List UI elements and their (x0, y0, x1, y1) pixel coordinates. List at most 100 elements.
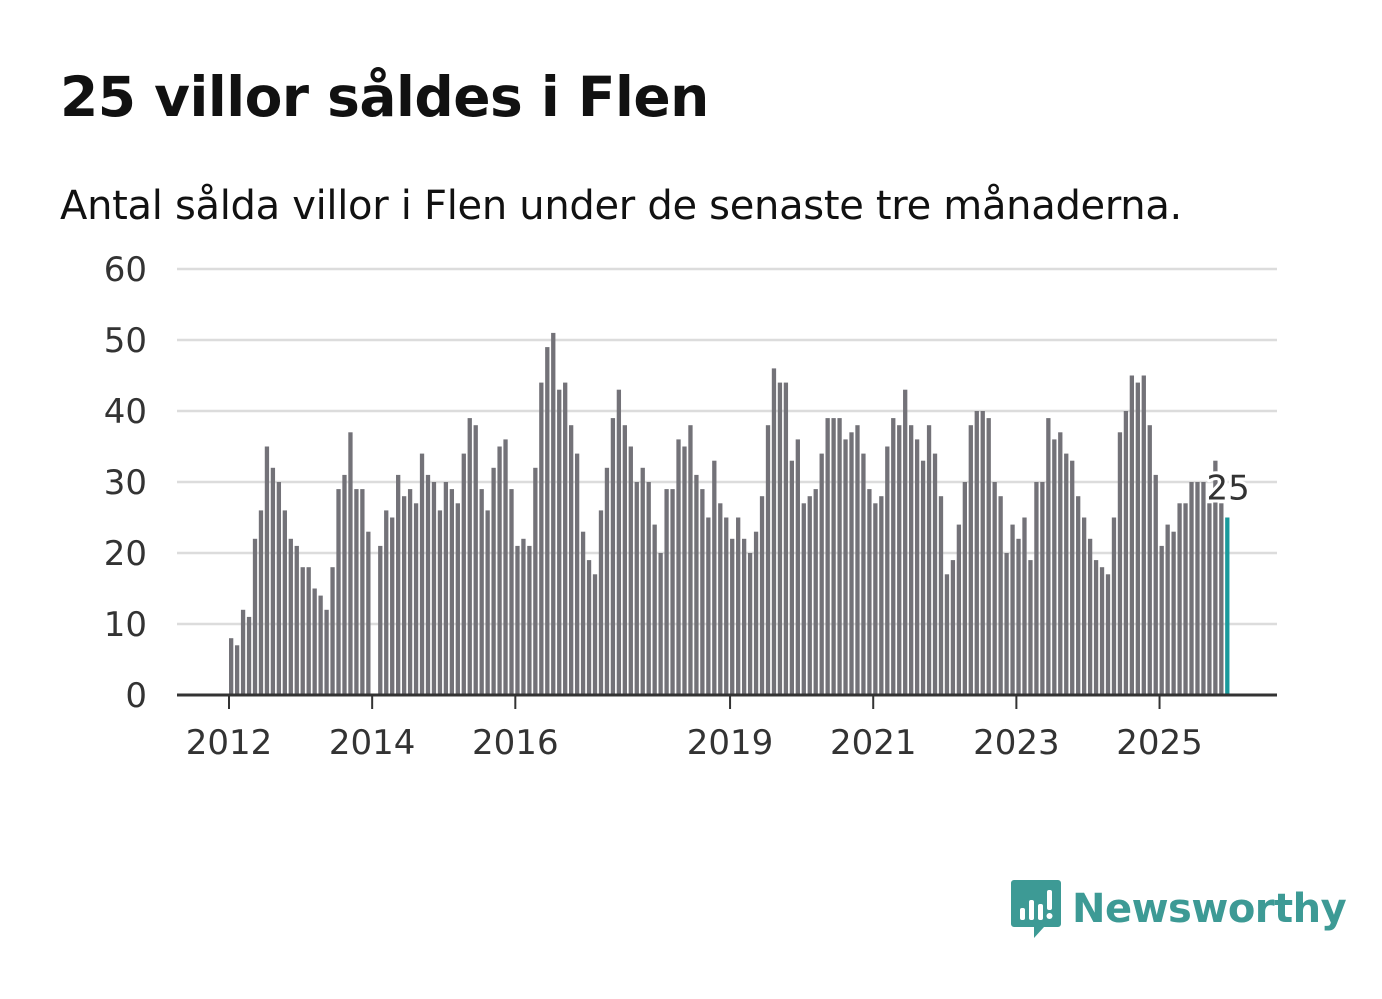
bar (545, 347, 550, 695)
bar (360, 489, 365, 695)
bar (652, 524, 657, 695)
bar (926, 425, 932, 695)
bar (640, 467, 645, 695)
bar (533, 467, 538, 695)
bar (634, 482, 639, 695)
bar (1105, 574, 1111, 695)
bar (885, 446, 890, 695)
bar (1046, 418, 1051, 695)
bar (920, 460, 926, 695)
bar (783, 382, 789, 695)
bar (1010, 524, 1015, 695)
bar (1171, 531, 1176, 695)
bar (903, 389, 908, 695)
y-tick-label: 60 (104, 250, 147, 290)
bar (1165, 524, 1170, 695)
bar (694, 474, 699, 695)
chart-title: 25 villor såldes i Flen (60, 65, 709, 129)
bar (622, 425, 627, 695)
bar (563, 382, 568, 695)
bar (813, 489, 818, 695)
bar (1034, 482, 1039, 695)
bar (861, 453, 866, 695)
x-tick-label: 2025 (1116, 723, 1203, 763)
bar (718, 503, 723, 695)
bar (449, 489, 455, 695)
bar (1195, 482, 1200, 695)
brand-logo[interactable]: Newsworthy (1010, 878, 1347, 940)
bar (1159, 545, 1164, 695)
bar (1207, 503, 1212, 695)
bar (855, 425, 860, 695)
bar (455, 503, 460, 695)
bar (437, 510, 443, 695)
bar (825, 418, 830, 695)
highlight-bar (1225, 517, 1230, 695)
bar (407, 489, 413, 695)
bar (909, 425, 914, 695)
bar (425, 474, 431, 695)
bar (604, 467, 610, 695)
bar (736, 517, 741, 695)
bar (795, 439, 800, 695)
bar (318, 595, 323, 695)
bar (234, 645, 240, 695)
bar (670, 489, 675, 695)
bar (485, 510, 490, 695)
bar (1093, 560, 1099, 695)
bar (342, 474, 347, 695)
bar (1189, 482, 1194, 695)
bar (1147, 425, 1152, 695)
bar (676, 439, 681, 695)
bar (771, 368, 777, 695)
bar (515, 545, 520, 695)
x-tick-label: 2023 (973, 723, 1060, 763)
newsworthy-chart-icon (1011, 880, 1061, 938)
bar (998, 496, 1003, 695)
bar (891, 418, 896, 695)
bar (1087, 538, 1093, 695)
bar (1028, 560, 1033, 695)
bar (1135, 382, 1140, 695)
bar (598, 510, 604, 695)
bar (473, 425, 478, 695)
bar (646, 482, 651, 695)
bar (777, 382, 783, 695)
bar (897, 425, 902, 695)
bar (336, 489, 341, 695)
bar (1183, 503, 1188, 695)
bar (664, 489, 669, 695)
bar (1064, 453, 1069, 695)
bar (294, 545, 299, 695)
bar (789, 460, 795, 695)
bar (801, 503, 806, 695)
x-tick-label: 2019 (687, 723, 774, 763)
bar (843, 439, 848, 695)
bar (580, 531, 586, 695)
bar (467, 418, 472, 695)
bar (366, 531, 371, 695)
bar (992, 482, 997, 695)
bar (1070, 460, 1075, 695)
bar (276, 482, 282, 695)
bar (1213, 460, 1218, 695)
bar (849, 432, 854, 695)
bar (1081, 517, 1087, 695)
bar (765, 425, 771, 695)
bar (378, 545, 383, 695)
bar (1111, 517, 1117, 695)
bar (1123, 411, 1129, 695)
bar (509, 489, 514, 695)
bar (384, 510, 389, 695)
bar (616, 389, 622, 695)
bar (348, 432, 353, 695)
bar (700, 489, 705, 695)
bar (1219, 503, 1224, 695)
bar (270, 467, 276, 695)
bar (521, 538, 526, 695)
bar (706, 517, 711, 695)
latest-value-label: 25 (1207, 469, 1250, 509)
bar (753, 531, 759, 695)
y-tick-label: 10 (104, 605, 147, 645)
